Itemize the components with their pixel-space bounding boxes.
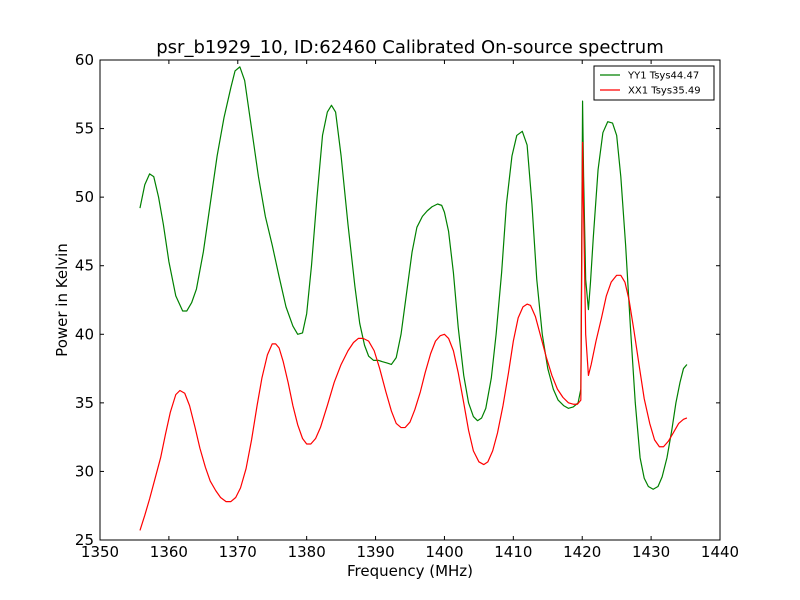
x-tick-label: 1400 xyxy=(425,543,463,561)
x-tick-label: 1410 xyxy=(494,543,532,561)
x-tick-label: 1380 xyxy=(288,543,326,561)
legend: YY1 Tsys44.47 XX1 Tsys35.49 xyxy=(593,65,715,101)
y-tick-label: 60 xyxy=(75,51,94,69)
x-tick-label: 1390 xyxy=(356,543,394,561)
series-line-1 xyxy=(139,66,688,490)
series-line-2 xyxy=(139,141,688,531)
x-axis-label: Frequency (MHz) xyxy=(347,562,473,580)
plot-area xyxy=(139,66,688,531)
y-tick-label: 25 xyxy=(75,531,94,549)
x-tick-label: 1440 xyxy=(701,543,739,561)
y-tick-label: 50 xyxy=(75,188,94,206)
x-tick-label: 1350 xyxy=(81,543,119,561)
x-tick-label: 1430 xyxy=(632,543,670,561)
x-tick-label: 1360 xyxy=(150,543,188,561)
legend-label-2: XX1 Tsys35.49 xyxy=(628,86,701,97)
axes-frame xyxy=(99,59,721,541)
y-tick-label: 40 xyxy=(75,325,94,343)
chart-title: psr_b1929_10, ID:62460 Calibrated On-sou… xyxy=(156,37,663,58)
legend-label-1: YY1 Tsys44.47 xyxy=(627,71,699,82)
legend-box xyxy=(593,65,715,101)
x-tick-label: 1370 xyxy=(219,543,257,561)
axis-ticks: 1350 1360 1370 1380 1390 1400 1410 1420 1430 1440… xyxy=(75,51,739,561)
y-tick-label: 30 xyxy=(75,462,94,480)
y-tick-label: 35 xyxy=(75,394,94,412)
x-tick-label: 1420 xyxy=(563,543,601,561)
y-axis-label: Power in Kelvin xyxy=(53,243,71,357)
y-tick-label: 55 xyxy=(75,120,94,138)
y-tick-label: 45 xyxy=(75,257,94,275)
